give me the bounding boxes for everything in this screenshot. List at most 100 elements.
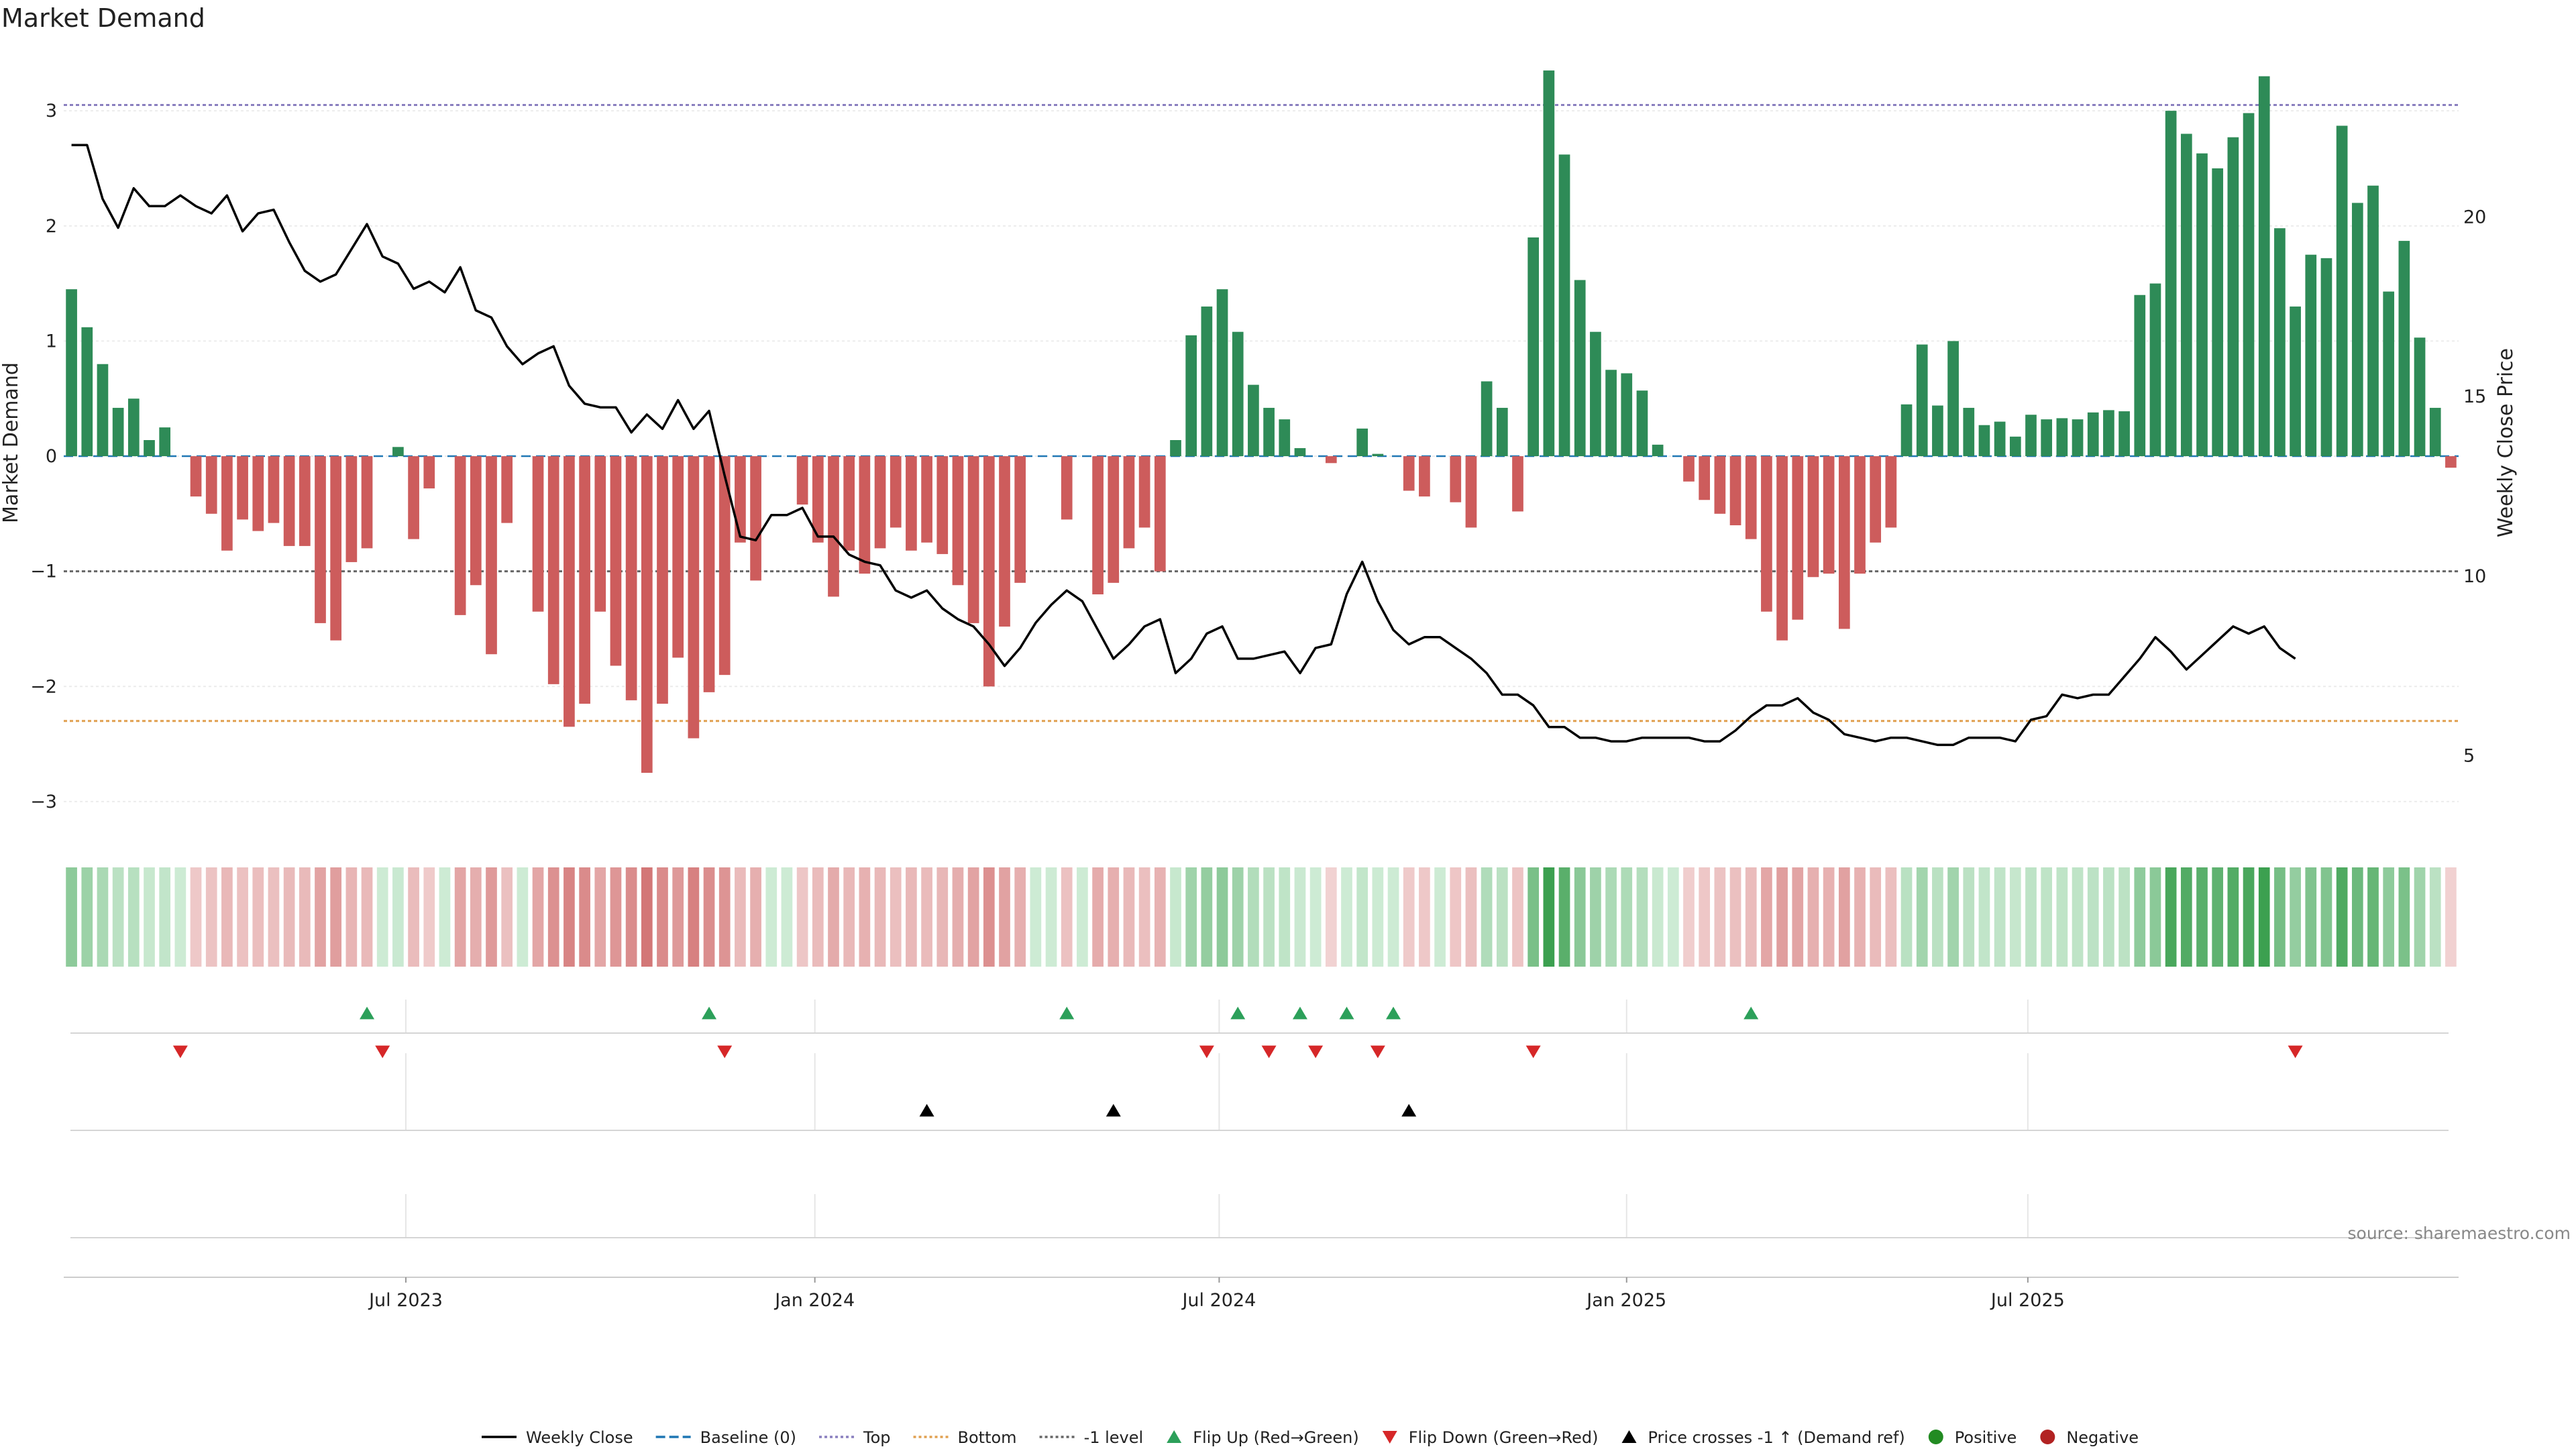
demand-bar [952, 456, 964, 586]
strip-cell [579, 867, 590, 967]
strip-cell [2336, 867, 2348, 967]
strip-cell [2118, 867, 2130, 967]
demand-bar [1558, 154, 1570, 457]
strip-cell [2274, 867, 2286, 967]
strip-cell [1481, 867, 1493, 967]
strip-cell [1947, 867, 1959, 967]
legend-swatch [1928, 1430, 1943, 1444]
strip-cell [174, 867, 186, 967]
demand-bar [735, 456, 746, 543]
demand-bar [1543, 70, 1555, 457]
legend-label: Weekly Close [526, 1428, 633, 1447]
demand-bar [330, 456, 342, 641]
flip-down-marker [1370, 1045, 1385, 1059]
demand-bar [144, 440, 155, 457]
demand-bar [1419, 456, 1430, 497]
demand-bar [1885, 456, 1897, 528]
strip-cell [1185, 867, 1197, 967]
demand-bar [1372, 453, 1384, 457]
strip-cell [1590, 867, 1601, 967]
demand-bar [672, 456, 684, 658]
demand-bar [936, 456, 949, 554]
demand-bar [1216, 289, 1228, 457]
demand-bar [1683, 456, 1695, 482]
demand-bar [2305, 254, 2317, 457]
demand-bar [890, 456, 902, 528]
strip-cell [2072, 867, 2084, 967]
strip-cell [361, 867, 373, 967]
price-cross-marker [1106, 1104, 1121, 1117]
y2-tick-label: 15 [2463, 386, 2486, 407]
strip-cell [999, 867, 1010, 967]
strip-cell [1403, 867, 1415, 967]
strip-cell [532, 867, 544, 967]
x-axis: Jul 2023 Jan 2024 Jul 2024 Jan 2025 Jul 2025 [64, 1277, 2459, 1311]
legend-swatch [1621, 1430, 1637, 1443]
y-axis-label: Market Demand [0, 362, 23, 523]
legend: Weekly Close Baseline (0) Top Bottom -1 leve… [482, 1428, 2139, 1447]
strip-cell [2087, 867, 2099, 967]
demand-bar [501, 456, 513, 523]
flip-down-marker [1525, 1045, 1541, 1059]
strip-cell [1045, 867, 1057, 967]
strip-cell [144, 867, 155, 967]
strip-cell [2025, 867, 2037, 967]
strip-cell [952, 867, 964, 967]
strip-cell [1900, 867, 1913, 967]
demand-bar [999, 456, 1010, 627]
demand-bar [2398, 241, 2410, 457]
demand-bar [1138, 456, 1150, 528]
flip-up-marker [1292, 1006, 1307, 1020]
strip-cell [1341, 867, 1352, 967]
demand-bar [1870, 456, 1882, 543]
demand-bar [2009, 436, 2021, 457]
strip-cell [1605, 867, 1617, 967]
demand-bar [237, 456, 248, 520]
strip-cell [936, 867, 949, 967]
demand-bar [2196, 153, 2208, 457]
demand-bar [112, 407, 124, 457]
strip-cell [735, 867, 746, 967]
demand-bar [2290, 306, 2301, 457]
demand-bar [81, 327, 93, 457]
flip-down-marker [375, 1045, 390, 1059]
legend-label: Flip Up (Red→Green) [1193, 1428, 1359, 1447]
strip-cell [828, 867, 839, 967]
demand-bar [1776, 456, 1788, 641]
demand-bar [1605, 370, 1617, 457]
demand-bar [641, 456, 653, 773]
strip-cell [1387, 867, 1399, 967]
strip-cell [547, 867, 559, 967]
legend-label: Top [863, 1428, 891, 1447]
strip-cell [2383, 867, 2395, 967]
demand-bar [1294, 448, 1306, 457]
strip-cell [66, 867, 77, 967]
demand-bar [1714, 456, 1726, 514]
demand-bar [1823, 456, 1835, 574]
strip-cell [796, 867, 808, 967]
legend-item: Baseline (0) [655, 1428, 796, 1447]
demand-bar [657, 456, 668, 704]
strip-cell [1699, 867, 1711, 967]
strip-cell [1014, 867, 1026, 967]
strip-cell [564, 867, 575, 967]
strip-cell [1512, 867, 1523, 967]
demand-bar [1108, 456, 1120, 583]
demand-bar [812, 456, 824, 543]
strip-cell [1558, 867, 1570, 967]
demand-bar [1900, 404, 1913, 457]
demand-bars [66, 70, 2457, 773]
demand-bar [1061, 456, 1073, 520]
flip-down-marker [172, 1045, 188, 1059]
y2-tick-label: 5 [2463, 746, 2475, 767]
flip-up-marker [360, 1006, 375, 1020]
y2-tick-label: 10 [2463, 566, 2486, 587]
demand-bar [718, 456, 731, 676]
demand-bar [547, 456, 559, 684]
strip-cell [252, 867, 264, 967]
flip-up-marker [1059, 1006, 1075, 1020]
strip-cell [127, 867, 140, 967]
strip-cell [2165, 867, 2177, 967]
strip-cell [1978, 867, 1990, 967]
strip-cell [2227, 867, 2239, 967]
